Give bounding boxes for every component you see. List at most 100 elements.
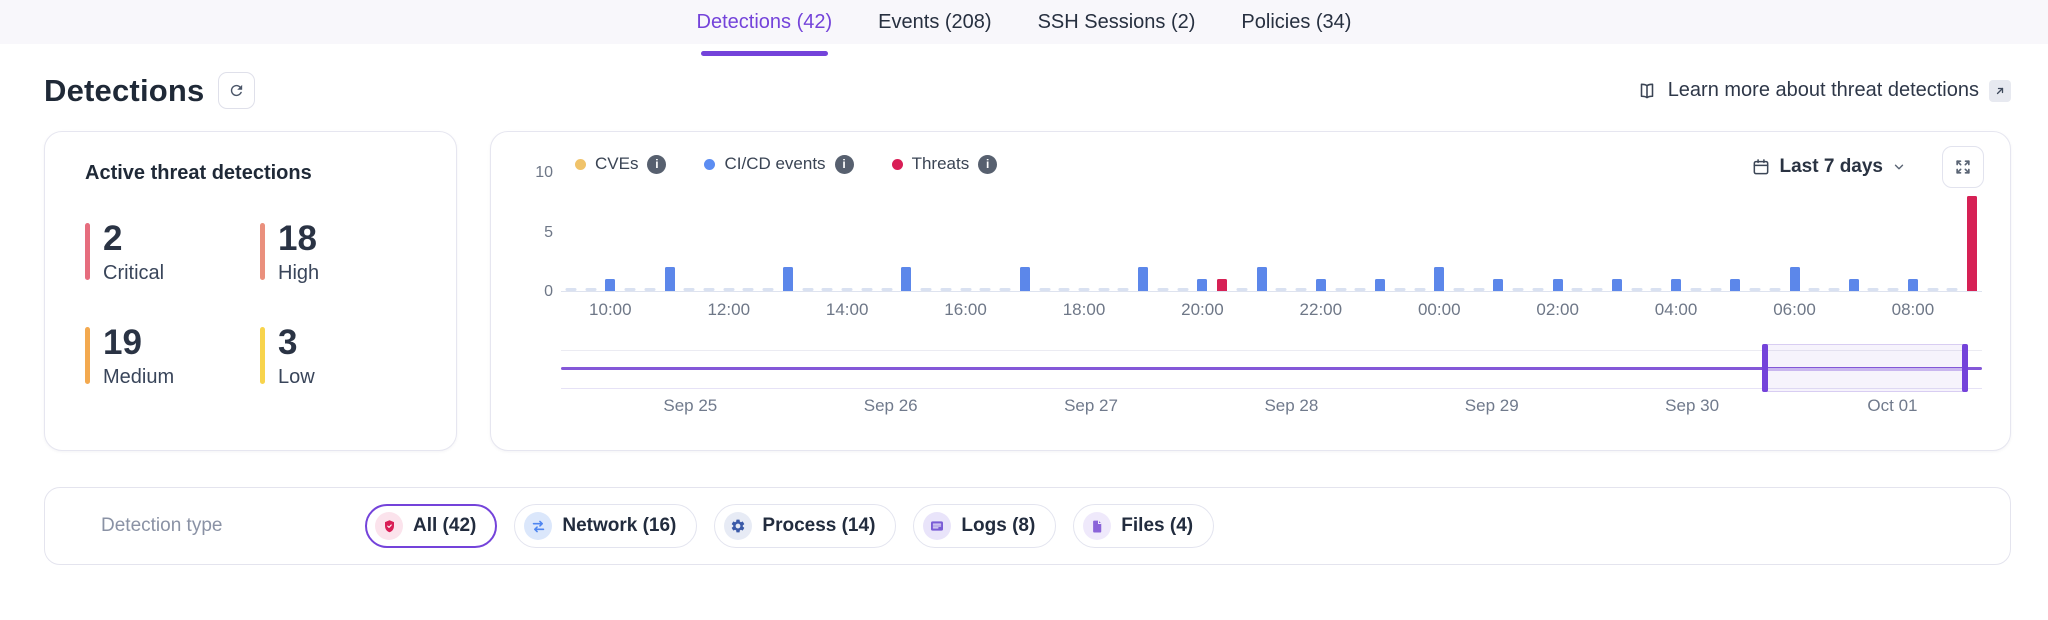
- chart-bar-empty: [1946, 288, 1958, 291]
- low-color-bar: [260, 326, 265, 384]
- page-header: Detections Learn more about threat detec…: [0, 72, 2048, 109]
- info-icon[interactable]: i: [647, 154, 667, 174]
- legend-item-cicd-events[interactable]: CI/CD events i: [704, 154, 854, 174]
- calendar-icon: [1751, 157, 1771, 177]
- chart-bar-empty: [1631, 288, 1643, 291]
- brush-selection[interactable]: [1761, 344, 1968, 392]
- date-tick-label: Sep 29: [1464, 396, 1519, 415]
- chart-bar-empty: [585, 288, 597, 291]
- chart-bar-empty: [1927, 288, 1939, 291]
- chart-bar-empty: [1828, 288, 1840, 291]
- brush-handle-right[interactable]: [1961, 344, 1968, 392]
- info-icon[interactable]: i: [978, 154, 998, 174]
- chart-legend: CVEs i CI/CD events i Threats i: [575, 154, 998, 174]
- chart-bar-empty: [1394, 288, 1406, 291]
- x-tick-label: 14:00: [825, 300, 869, 319]
- date-tick-label: Sep 26: [863, 396, 918, 415]
- chart-bar-empty: [723, 288, 735, 291]
- legend-item-cves[interactable]: CVEs i: [575, 154, 667, 174]
- chart-bar-cicd: [1848, 279, 1859, 291]
- stat-label: Critical: [103, 261, 165, 284]
- shield-icon: [375, 512, 403, 540]
- chip-label: Network (16): [562, 515, 677, 536]
- logs-icon: [923, 512, 952, 540]
- threats-legend-dot: [891, 158, 903, 170]
- chart-bar-empty: [624, 288, 636, 291]
- expand-chart-button[interactable]: [1942, 146, 1984, 188]
- filter-chips: All (42) Network (16) Process (14): [365, 504, 1215, 548]
- chart-bar-cicd: [1256, 267, 1267, 291]
- tab-detections[interactable]: Detections (42): [697, 0, 832, 56]
- chart-bar-cicd: [1493, 279, 1504, 291]
- tab-events[interactable]: Events (208): [878, 0, 991, 44]
- chart-bar-empty: [861, 288, 873, 291]
- date-tick-label: Sep 25: [663, 396, 718, 415]
- chart-bar-threat: [1967, 196, 1978, 291]
- learn-more-label: Learn more about threat detections: [1667, 79, 1979, 101]
- chart-bar-empty: [1354, 288, 1366, 291]
- date-axis-labels: Sep 25 Sep 26 Sep 27 Sep 28 Sep 29 Sep 30 Oct …: [561, 396, 1982, 416]
- brush-track-line: [561, 350, 1982, 351]
- date-tick-label: Oct 01: [1867, 396, 1918, 415]
- book-icon: [1636, 80, 1658, 102]
- date-range-selector[interactable]: Last 7 days: [1751, 156, 1907, 178]
- external-link-icon: [1989, 79, 2011, 102]
- y-tick: 0: [544, 283, 553, 300]
- info-icon[interactable]: i: [834, 154, 854, 174]
- legend-label: Threats: [911, 154, 970, 173]
- chart-bar-cicd: [1789, 267, 1800, 291]
- active-threat-detections-card: Active threat detections 2 Critical 18 H…: [44, 131, 457, 451]
- stat-value: 3: [278, 322, 298, 362]
- chart-bar-empty: [1078, 288, 1090, 291]
- chart-bar-empty: [1236, 288, 1248, 291]
- x-axis-labels: 10:00 12:00 14:00 16:00 18:00 20:00 22:00 00:00…: [561, 300, 1982, 322]
- chart-bar-empty: [1591, 288, 1603, 291]
- network-arrows-icon: [524, 512, 553, 540]
- chart-bar-cicd: [1552, 279, 1563, 291]
- filter-bar-label: Detection type: [101, 515, 223, 536]
- tab-ssh-sessions[interactable]: SSH Sessions (2): [1038, 0, 1196, 44]
- chart-bar-empty: [1769, 288, 1781, 291]
- y-tick: 10: [535, 164, 553, 181]
- chart-bar-empty: [920, 288, 932, 291]
- chart-bar-empty: [703, 288, 715, 291]
- brush-handle-left[interactable]: [1761, 344, 1768, 392]
- chart-bar-empty: [1690, 288, 1702, 291]
- tab-policies[interactable]: Policies (34): [1241, 0, 1351, 44]
- chart-bar-empty: [644, 288, 656, 291]
- refresh-button[interactable]: [218, 72, 256, 109]
- filter-chip-all[interactable]: All (42): [365, 504, 498, 548]
- chart-bar-empty: [1039, 288, 1051, 291]
- tab-label: Policies (34): [1241, 10, 1352, 33]
- date-tick-label: Sep 30: [1665, 396, 1720, 415]
- chip-label: Process (14): [762, 515, 876, 536]
- stat-value: 18: [278, 219, 317, 258]
- cards-row: Active threat detections 2 Critical 18 H…: [0, 131, 2048, 451]
- chart-bar-empty: [960, 288, 972, 291]
- x-tick-label: 10:00: [589, 300, 632, 319]
- chart-bar-empty: [1532, 288, 1544, 291]
- chart-bar-cicd: [664, 267, 675, 291]
- severity-stats-grid: 2 Critical 18 High 19 Medium: [85, 219, 416, 389]
- x-tick-label: 16:00: [944, 300, 987, 319]
- chart-bar-empty: [1749, 288, 1761, 291]
- chart-bar-empty: [1335, 288, 1347, 291]
- chart-bar-empty: [1512, 288, 1524, 291]
- chart-bar-empty: [1157, 288, 1169, 291]
- chart-bar-empty: [1650, 288, 1662, 291]
- chart-bar-empty: [1098, 288, 1110, 291]
- tab-label: SSH Sessions (2): [1037, 10, 1196, 33]
- filter-chip-process[interactable]: Process (14): [714, 504, 897, 548]
- filter-chip-files[interactable]: Files (4): [1073, 504, 1215, 548]
- filter-chip-logs[interactable]: Logs (8): [913, 504, 1057, 548]
- x-tick-label: 00:00: [1417, 300, 1461, 319]
- chart-bar-empty: [999, 288, 1011, 291]
- chart-bar-empty: [841, 288, 853, 291]
- filter-chip-network[interactable]: Network (16): [514, 504, 698, 548]
- active-tab-underline: [700, 51, 829, 56]
- learn-more-link[interactable]: Learn more about threat detections: [1636, 79, 2011, 102]
- cves-legend-dot: [575, 158, 586, 170]
- legend-item-threats[interactable]: Threats i: [891, 154, 998, 174]
- x-tick-label: 20:00: [1181, 300, 1224, 319]
- x-tick-label: 18:00: [1062, 300, 1106, 319]
